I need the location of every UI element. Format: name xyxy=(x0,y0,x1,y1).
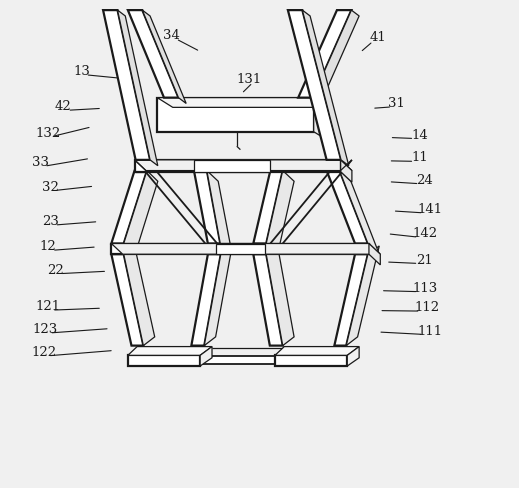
Text: 11: 11 xyxy=(411,151,428,164)
Text: 23: 23 xyxy=(42,215,59,228)
Polygon shape xyxy=(369,244,380,265)
Polygon shape xyxy=(303,11,349,166)
Text: 14: 14 xyxy=(411,128,428,142)
Text: 34: 34 xyxy=(163,29,180,42)
Polygon shape xyxy=(194,161,270,172)
Polygon shape xyxy=(266,246,294,346)
Text: 111: 111 xyxy=(417,324,442,337)
Polygon shape xyxy=(200,347,212,366)
Polygon shape xyxy=(112,244,369,255)
Polygon shape xyxy=(207,171,232,255)
Polygon shape xyxy=(157,99,313,132)
Polygon shape xyxy=(346,246,379,346)
Polygon shape xyxy=(347,347,359,366)
Polygon shape xyxy=(124,246,155,346)
Polygon shape xyxy=(117,11,158,166)
Polygon shape xyxy=(112,171,147,244)
Text: 32: 32 xyxy=(42,180,59,193)
Text: 31: 31 xyxy=(388,97,405,110)
Polygon shape xyxy=(128,11,179,99)
Text: 113: 113 xyxy=(412,281,438,294)
Text: 132: 132 xyxy=(35,127,61,140)
Polygon shape xyxy=(340,161,352,183)
Polygon shape xyxy=(253,171,283,244)
Text: 12: 12 xyxy=(39,240,56,253)
Polygon shape xyxy=(112,255,143,346)
Text: 21: 21 xyxy=(416,253,433,266)
Text: 22: 22 xyxy=(47,263,64,276)
Polygon shape xyxy=(128,356,200,366)
Text: 24: 24 xyxy=(416,173,433,186)
Polygon shape xyxy=(288,11,341,161)
Polygon shape xyxy=(313,99,329,142)
Polygon shape xyxy=(192,255,221,346)
Polygon shape xyxy=(142,11,186,104)
Text: 121: 121 xyxy=(35,300,60,313)
Polygon shape xyxy=(215,244,265,255)
Polygon shape xyxy=(157,99,329,108)
Text: 122: 122 xyxy=(31,345,56,358)
Polygon shape xyxy=(334,255,368,346)
Polygon shape xyxy=(128,347,212,356)
Text: 131: 131 xyxy=(237,73,262,85)
Polygon shape xyxy=(112,244,380,255)
Text: 41: 41 xyxy=(370,31,387,44)
Polygon shape xyxy=(275,356,347,366)
Polygon shape xyxy=(134,161,352,171)
Polygon shape xyxy=(339,171,379,255)
Polygon shape xyxy=(134,161,340,172)
Polygon shape xyxy=(275,347,359,356)
Polygon shape xyxy=(326,171,368,244)
Polygon shape xyxy=(312,11,359,104)
Polygon shape xyxy=(204,246,232,346)
Text: 13: 13 xyxy=(73,65,90,78)
Polygon shape xyxy=(298,11,351,99)
Text: 33: 33 xyxy=(32,156,49,169)
Polygon shape xyxy=(266,171,294,255)
Polygon shape xyxy=(200,357,275,365)
Polygon shape xyxy=(253,255,283,346)
Text: 123: 123 xyxy=(33,323,58,335)
Text: 142: 142 xyxy=(412,227,437,240)
Text: 141: 141 xyxy=(417,203,442,216)
Text: 42: 42 xyxy=(55,100,72,113)
Polygon shape xyxy=(194,171,220,244)
Polygon shape xyxy=(103,11,150,161)
Polygon shape xyxy=(124,171,158,255)
Text: 112: 112 xyxy=(415,301,440,314)
